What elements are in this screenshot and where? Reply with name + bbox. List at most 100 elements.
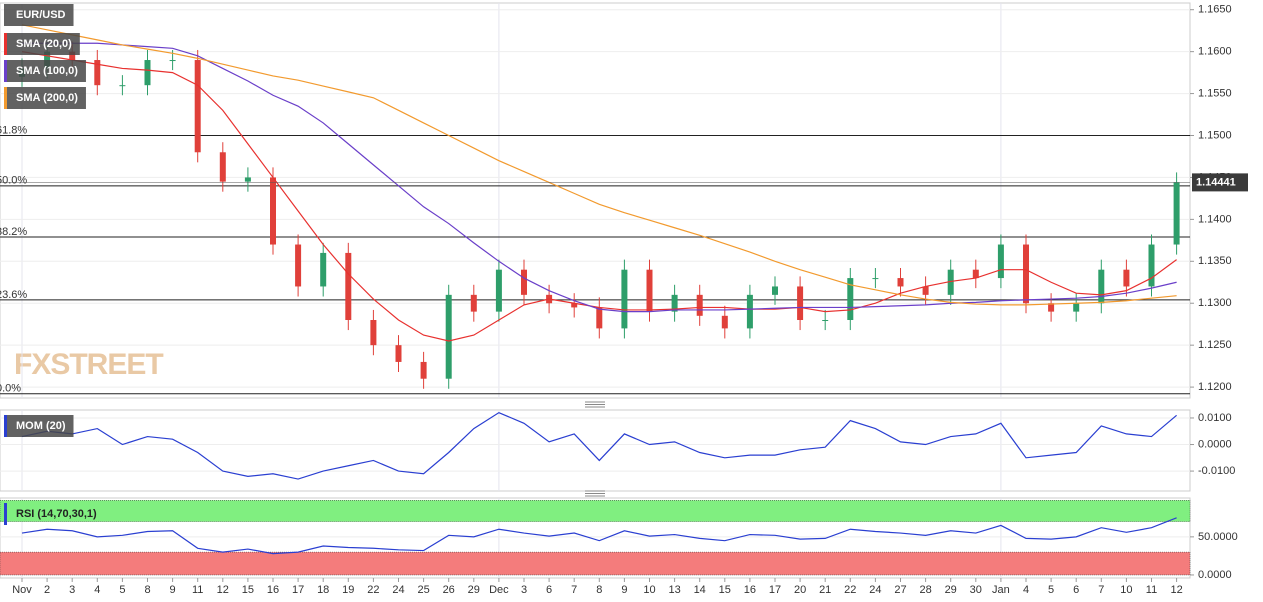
x-tick-label: 9: [621, 584, 627, 596]
legend-box: [4, 60, 86, 82]
x-tick-label: 2: [44, 584, 50, 596]
x-tick-label: 3: [521, 584, 527, 596]
candle-body: [521, 269, 527, 295]
x-tick-label: Jan: [992, 584, 1010, 596]
legend-marker: [4, 503, 7, 525]
y-tick-label: 1.1600: [1198, 46, 1232, 58]
x-tick-label: 11: [1146, 584, 1157, 596]
candle-body: [495, 269, 502, 312]
x-tick-label: 4: [1023, 584, 1029, 596]
candle-body: [947, 269, 954, 295]
fib-label: 50.0%: [0, 175, 27, 187]
legend-item: SMA (20,0): [4, 33, 80, 55]
x-tick-label: 10: [1120, 584, 1132, 596]
x-tick-label: 20: [794, 584, 806, 596]
x-tick-label: 16: [267, 584, 279, 596]
y-tick-label: 1.1650: [1198, 4, 1232, 16]
y-tick-label: -0.0100: [1198, 465, 1235, 477]
x-tick-label: 13: [668, 584, 680, 596]
y-tick-label: 1.1400: [1198, 213, 1232, 225]
y-tick-label: 1.1300: [1198, 297, 1232, 309]
candle-body: [370, 320, 377, 346]
fib-label: 23.6%: [0, 289, 27, 301]
candle-body: [345, 252, 352, 321]
fib-label: 38.2%: [0, 226, 27, 238]
fib-label: 61.8%: [0, 124, 27, 136]
fib-label: 0.0%: [0, 383, 21, 395]
candle-body: [270, 177, 276, 245]
x-tick-label: 7: [571, 584, 577, 596]
candle-body: [1048, 303, 1055, 312]
panel-divider[interactable]: [585, 490, 605, 497]
candle-body: [772, 286, 778, 295]
candle-body: [822, 320, 829, 322]
x-tick-label: 25: [417, 584, 429, 596]
legend-box: [4, 33, 80, 55]
legend-marker: [4, 33, 7, 55]
last-price-box: [1192, 173, 1248, 192]
x-tick-label: 6: [1073, 584, 1079, 596]
legend-label: EUR/USD: [16, 9, 66, 21]
candle-body: [1073, 303, 1080, 312]
panel-divider[interactable]: [585, 401, 605, 408]
x-tick-label: 3: [69, 584, 75, 596]
x-tick-label: 21: [819, 584, 831, 596]
candle-body: [470, 294, 477, 312]
candle-body: [696, 294, 703, 316]
x-tick-label: 30: [970, 584, 982, 596]
y-tick-label: 1.1350: [1198, 255, 1232, 267]
candle-body: [1148, 244, 1155, 287]
y-tick-label: 1.1550: [1198, 87, 1232, 99]
x-tick-label: 15: [242, 584, 254, 596]
candle-body: [1023, 244, 1029, 304]
candle-body: [847, 278, 854, 321]
x-tick-label: 7: [1098, 584, 1104, 596]
candle-body: [194, 60, 201, 153]
candle-body: [596, 307, 603, 329]
main-panel: [0, 2, 1191, 399]
y-tick-label: 1.1200: [1198, 381, 1232, 393]
candle-body: [1098, 269, 1105, 304]
y-tick-label: 0.0000: [1198, 569, 1232, 581]
zone: [0, 500, 1191, 522]
candle-body: [746, 294, 753, 329]
candle-body: [646, 269, 653, 312]
x-tick-label: 5: [1048, 584, 1054, 596]
candle-body: [922, 286, 929, 295]
x-tick-label: 16: [744, 584, 756, 596]
legend-box: [4, 4, 74, 26]
x-tick-label: 24: [392, 584, 404, 596]
candle-body: [119, 85, 126, 87]
candle-body: [897, 278, 904, 287]
candle-body: [69, 51, 76, 61]
legend-item: SMA (200,0): [4, 87, 86, 109]
legend-label: SMA (200,0): [16, 92, 78, 104]
candle-body: [1123, 269, 1130, 287]
legend-item: EUR/USD: [4, 4, 74, 26]
x-tick-label: 8: [144, 584, 150, 596]
x-tick-label: 6: [546, 584, 552, 596]
x-tick-label: 10: [643, 584, 655, 596]
legend-item: SMA (100,0): [4, 60, 86, 82]
candle-body: [445, 294, 452, 379]
legend-label: RSI (14,70,30,1): [16, 508, 97, 520]
x-tick-label: 17: [292, 584, 304, 596]
x-tick-label: 12: [217, 584, 229, 596]
candle-body: [671, 294, 678, 312]
x-tick-label: 9: [170, 584, 176, 596]
x-tick-label: 26: [443, 584, 455, 596]
x-tick-label: 27: [894, 584, 906, 596]
series-line: [22, 42, 1177, 313]
candle-body: [295, 244, 302, 287]
x-tick-label: 29: [468, 584, 480, 596]
legend-box: [4, 415, 74, 437]
mom-panel: [0, 409, 1191, 492]
candle-body: [395, 345, 402, 362]
candle-body: [621, 269, 628, 329]
zone: [0, 551, 1191, 576]
x-tick-label: 22: [367, 584, 379, 596]
legend-label: SMA (100,0): [16, 65, 78, 77]
candle-body: [797, 286, 804, 321]
x-tick-label: Dec: [489, 584, 509, 596]
